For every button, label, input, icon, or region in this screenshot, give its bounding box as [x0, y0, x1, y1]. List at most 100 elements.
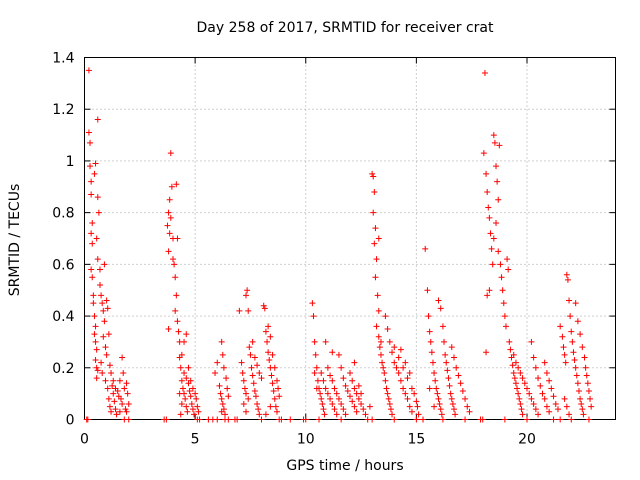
data-point	[310, 313, 317, 320]
data-point	[342, 411, 349, 418]
data-point	[439, 323, 446, 330]
data-point	[125, 416, 132, 423]
data-point	[119, 400, 126, 407]
data-point	[552, 400, 559, 407]
data-point	[572, 364, 579, 371]
data-point	[186, 388, 193, 395]
data-point	[386, 400, 393, 407]
data-point	[587, 395, 594, 402]
data-point	[532, 364, 539, 371]
data-point	[244, 287, 251, 294]
data-point	[568, 416, 575, 423]
data-point	[109, 382, 116, 389]
data-point	[189, 385, 196, 392]
data-point	[116, 377, 123, 384]
data-point	[384, 390, 391, 397]
data-point	[92, 357, 99, 364]
data-point	[236, 307, 243, 314]
data-point	[455, 372, 462, 379]
data-point	[510, 369, 517, 376]
data-point	[313, 364, 320, 371]
data-point	[366, 403, 373, 410]
data-point	[176, 390, 183, 397]
data-point	[435, 395, 442, 402]
data-point	[331, 385, 338, 392]
data-point	[166, 230, 173, 237]
data-point	[103, 351, 110, 358]
data-point	[245, 307, 252, 314]
data-point	[251, 354, 258, 361]
data-point	[489, 261, 496, 268]
data-point	[561, 395, 568, 402]
data-point	[561, 351, 568, 358]
y-tick-label: 0.6	[52, 257, 74, 273]
data-point	[123, 408, 130, 415]
data-point	[269, 380, 276, 387]
data-point	[563, 403, 570, 410]
data-point	[102, 377, 109, 384]
data-point	[177, 364, 184, 371]
data-point	[414, 403, 421, 410]
data-point	[256, 369, 263, 376]
data-point	[266, 357, 273, 364]
data-point	[313, 385, 320, 392]
data-point	[445, 375, 452, 382]
data-point	[493, 219, 500, 226]
y-tick-label: 0.8	[52, 206, 74, 222]
data-point	[584, 380, 591, 387]
data-point	[102, 344, 109, 351]
data-point	[490, 235, 497, 242]
x-tick-label: 0	[80, 432, 89, 448]
data-point	[329, 400, 336, 407]
data-point	[251, 388, 258, 395]
data-point	[312, 351, 319, 358]
data-point	[94, 256, 101, 263]
data-point	[112, 406, 119, 413]
data-point	[577, 331, 584, 338]
data-point	[96, 266, 103, 273]
data-point	[369, 170, 376, 177]
data-point	[193, 395, 200, 402]
data-point	[271, 364, 278, 371]
data-point	[582, 364, 589, 371]
data-point	[424, 287, 431, 294]
data-point	[574, 380, 581, 387]
data-point	[185, 364, 192, 371]
data-point	[564, 276, 571, 283]
data-point	[319, 400, 326, 407]
data-point	[248, 364, 255, 371]
data-point	[429, 359, 436, 366]
data-point	[425, 313, 432, 320]
data-point	[351, 403, 358, 410]
data-point	[391, 344, 398, 351]
data-point	[110, 390, 117, 397]
data-point	[249, 372, 256, 379]
data-point	[373, 256, 380, 263]
y-tick-label: 0	[66, 413, 75, 429]
data-point	[434, 390, 441, 397]
data-point	[491, 139, 498, 146]
chart-title: Day 258 of 2017, SRMTID for receiver cra…	[197, 20, 494, 36]
data-point	[262, 411, 269, 418]
data-point	[483, 170, 490, 177]
data-point	[493, 163, 500, 170]
data-point	[238, 359, 245, 366]
data-point	[320, 406, 327, 413]
data-point	[450, 354, 457, 361]
data-point	[535, 411, 542, 418]
y-tick-label: 0.4	[52, 309, 74, 325]
data-point	[247, 351, 254, 358]
data-point	[581, 354, 588, 361]
y-axis-label: SRMTID / TECUs	[7, 184, 23, 297]
data-point	[386, 338, 393, 345]
data-point	[85, 129, 92, 136]
data-point	[88, 266, 95, 273]
data-point	[183, 375, 190, 382]
x-axis-label: GPS time / hours	[286, 458, 403, 474]
data-point	[275, 385, 282, 392]
data-point	[188, 400, 195, 407]
data-point	[560, 344, 567, 351]
data-point	[499, 287, 506, 294]
data-point	[89, 240, 96, 247]
data-point	[408, 408, 415, 415]
